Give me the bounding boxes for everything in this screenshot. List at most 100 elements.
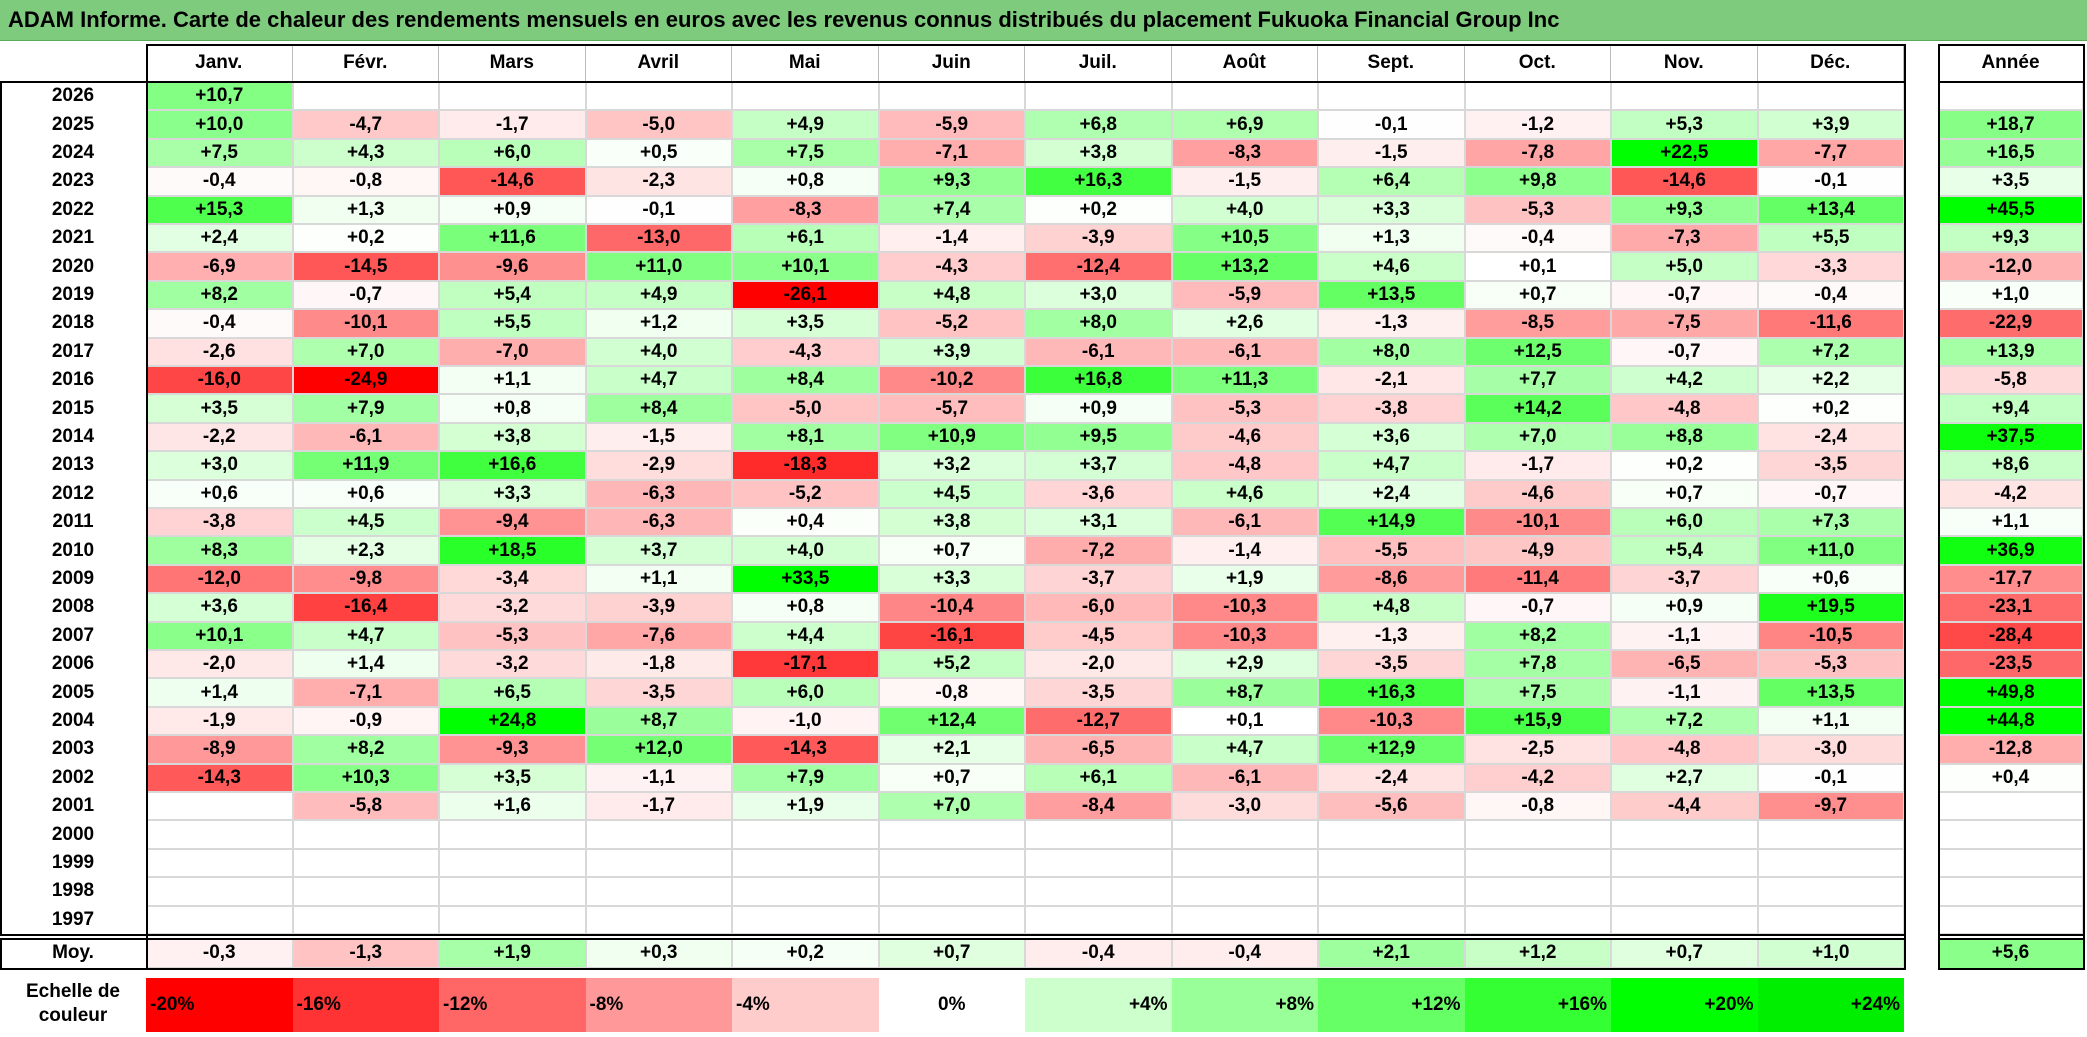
heatmap-cell: [1757, 848, 1904, 878]
heatmap-cell: +1,2: [585, 309, 732, 338]
heatmap-cell: [292, 905, 439, 934]
heatmap-cell: +5,4: [439, 280, 586, 310]
heatmap-cell: -3,8: [146, 508, 293, 537]
heatmap-cell: -0,4: [1464, 224, 1611, 253]
heatmap-cell: +3,5: [146, 394, 293, 423]
year-total-cell: -12,8: [1938, 735, 2083, 764]
heatmap-cell: +33,5: [732, 564, 879, 594]
heatmap-cell: -1,4: [1171, 536, 1318, 565]
year-label: 2014: [51, 425, 95, 447]
month-header: Sept.: [1318, 44, 1465, 82]
heatmap-cell: -3,7: [1025, 564, 1172, 594]
color-scale-step: +20%: [1611, 978, 1758, 1032]
heatmap-cell: -5,3: [439, 621, 586, 650]
heatmap-cell: -0,8: [878, 678, 1025, 707]
year-label: 2026: [51, 85, 95, 107]
heatmap-cell: -5,5: [1318, 536, 1465, 565]
year-label: 2006: [51, 653, 95, 675]
year-label: 2013: [51, 454, 95, 476]
heatmap-cell: [585, 82, 732, 111]
heatmap-cell: +1,1: [439, 366, 586, 395]
heatmap-cell: -1,3: [1318, 309, 1465, 338]
heatmap-cell: +7,4: [878, 195, 1025, 224]
heatmap-cell: -1,1: [1611, 678, 1758, 707]
heatmap-cell: [1318, 82, 1465, 111]
heatmap-cell: +0,7: [878, 763, 1025, 792]
heatmap-cell: +11,6: [439, 224, 586, 253]
heatmap-cell: [292, 82, 439, 111]
heatmap-cell: -8,4: [1025, 792, 1172, 821]
color-scale-step: +24%: [1757, 978, 1904, 1032]
heatmap-cell: -1,2: [1464, 110, 1611, 139]
heatmap-cell: +13,2: [1171, 252, 1318, 281]
year-total-cell: +37,5: [1938, 422, 2083, 452]
heatmap-cell: +4,6: [1318, 252, 1465, 281]
heatmap-cell: +12,9: [1318, 735, 1465, 764]
report-title-bar: ADAM Informe. Carte de chaleur des rende…: [0, 0, 2087, 41]
heatmap-cell: [585, 848, 732, 878]
heatmap-cell: +3,7: [585, 536, 732, 565]
heatmap-cell: +9,5: [1025, 422, 1172, 452]
heatmap-cell: -5,3: [1757, 650, 1904, 679]
year-total-cell: [1938, 82, 2083, 111]
heatmap-cell: -1,4: [878, 224, 1025, 253]
heatmap-cell: -4,6: [1171, 422, 1318, 452]
heatmap-cell: +0,7: [1464, 280, 1611, 310]
year-label: 2011: [52, 511, 94, 533]
heatmap-cell: +0,1: [1464, 252, 1611, 281]
heatmap-cell: [146, 905, 293, 934]
year-label: 2008: [51, 596, 95, 618]
heatmap-cell: +10,1: [732, 252, 879, 281]
heatmap-cell: [1171, 820, 1318, 849]
heatmap-cell: [732, 905, 879, 934]
year-total-cell: [1938, 820, 2083, 849]
average-cell: +0,7: [878, 938, 1025, 968]
heatmap-cell: -5,8: [292, 792, 439, 821]
year-total-cell: +36,9: [1938, 536, 2083, 565]
heatmap-cell: [1171, 82, 1318, 111]
heatmap-cell: [1025, 877, 1172, 906]
heatmap-cell: -1,7: [439, 110, 586, 139]
heatmap-cell: +2,1: [878, 735, 1025, 764]
heatmap-cell: +3,6: [1318, 422, 1465, 452]
heatmap-cell: +0,2: [1757, 394, 1904, 423]
heatmap-cell: [585, 877, 732, 906]
heatmap-cell: -0,4: [146, 309, 293, 338]
heatmap-cell: -10,1: [292, 309, 439, 338]
heatmap-cell: +1,9: [732, 792, 879, 821]
heatmap-cell: +3,5: [439, 763, 586, 792]
heatmap-cell: +19,5: [1757, 593, 1904, 622]
heatmap-cell: +4,8: [878, 280, 1025, 310]
heatmap-cell: +13,5: [1757, 678, 1904, 707]
month-header: Févr.: [293, 44, 439, 82]
year-total-cell: +18,7: [1938, 110, 2083, 139]
heatmap-cell: +7,9: [292, 394, 439, 423]
heatmap-cell: +15,9: [1464, 706, 1611, 736]
heatmap-cell: +3,0: [146, 451, 293, 480]
heatmap-cell: -1,5: [1171, 167, 1318, 196]
heatmap-cell: -3,6: [1025, 479, 1172, 508]
heatmap-cell: -5,6: [1318, 792, 1465, 821]
year-label: 2001: [51, 795, 95, 817]
heatmap-cell: -9,7: [1757, 792, 1904, 821]
year-label: 2025: [51, 113, 95, 135]
heatmap-cell: [732, 82, 879, 111]
heatmap-cell: +8,4: [732, 366, 879, 395]
heatmap-cell: -8,6: [1318, 564, 1465, 594]
heatmap-cell: +3,9: [1757, 110, 1904, 139]
heatmap-cell: -7,8: [1464, 138, 1611, 168]
color-scale-step: -12%: [439, 978, 586, 1032]
color-scale-step: -8%: [585, 978, 732, 1032]
heatmap-cell: -2,4: [1757, 422, 1904, 452]
heatmap-cell: +3,5: [732, 309, 879, 338]
year-label: 2002: [51, 766, 95, 788]
heatmap-cell: -1,5: [1318, 138, 1465, 168]
month-header: Août: [1172, 44, 1318, 82]
heatmap-cell: [292, 848, 439, 878]
heatmap-cell: -9,8: [292, 564, 439, 594]
grid-line: [0, 81, 2, 934]
month-header: Déc.: [1758, 44, 1904, 82]
heatmap-cell: +2,6: [1171, 309, 1318, 338]
heatmap-cell: +3,3: [439, 479, 586, 508]
heatmap-cell: [1464, 877, 1611, 906]
